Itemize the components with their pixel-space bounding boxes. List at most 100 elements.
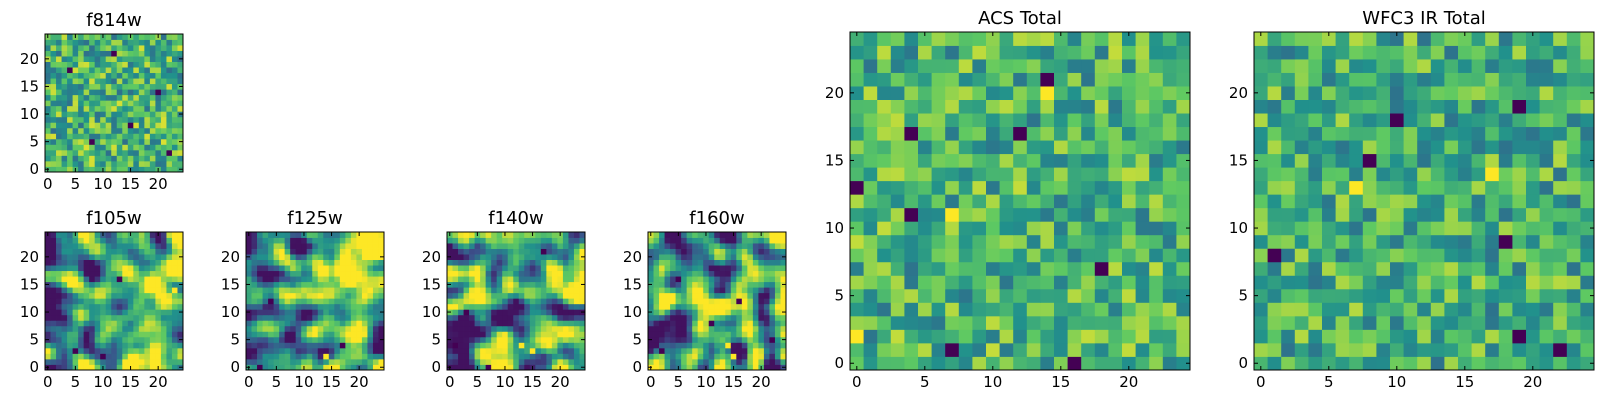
heatmap-cell — [452, 320, 459, 327]
heatmap-cell — [367, 353, 374, 360]
heatmap-cell — [1553, 180, 1568, 195]
heatmap-cell — [100, 292, 107, 299]
heatmap-cell — [1390, 248, 1404, 263]
heatmap-cell — [177, 149, 184, 156]
heatmap-cell — [138, 111, 145, 118]
heatmap-cell — [301, 254, 308, 260]
heatmap-cell — [1122, 126, 1136, 141]
heatmap-cell — [50, 232, 57, 238]
heatmap-cell — [877, 140, 892, 155]
heatmap-cell — [1553, 153, 1568, 168]
heatmap-cell — [61, 276, 68, 283]
heatmap-cell — [334, 331, 341, 338]
heatmap-cell — [945, 45, 960, 60]
heatmap-cell — [61, 342, 68, 349]
heatmap-cell — [1458, 342, 1472, 357]
heatmap-cell — [1294, 302, 1309, 317]
heatmap-cell — [918, 45, 932, 60]
heatmap-cell — [160, 144, 167, 151]
heatmap-cell — [1444, 221, 1459, 236]
heatmap-cell — [111, 89, 118, 96]
heatmap-cell — [295, 259, 302, 266]
heatmap-cell — [144, 331, 151, 338]
heatmap-cell — [529, 237, 536, 244]
heatmap-cell — [1054, 140, 1068, 155]
heatmap-cell — [1162, 86, 1177, 100]
heatmap-cell — [1485, 45, 1500, 60]
heatmap-cell — [61, 237, 68, 244]
heatmap-cell — [931, 140, 946, 155]
heatmap-cell — [1553, 32, 1568, 46]
panel-title: ACS Total — [978, 8, 1062, 29]
heatmap-cell — [45, 67, 51, 74]
heatmap-cell — [708, 265, 715, 272]
heatmap-cell — [122, 100, 129, 107]
heatmap-cell — [89, 254, 96, 260]
heatmap-cell — [1281, 288, 1296, 303]
heatmap-cell — [692, 243, 699, 249]
heatmap-cell — [111, 237, 118, 244]
heatmap-cell — [1349, 59, 1364, 73]
heatmap-cell — [127, 111, 134, 118]
heatmap-cell — [1335, 126, 1350, 141]
heatmap-cell — [372, 287, 379, 294]
heatmap-cell — [1390, 72, 1404, 87]
heatmap-cell — [56, 353, 62, 360]
heatmap-cell — [741, 254, 748, 260]
heatmap-cell — [273, 347, 280, 354]
heatmap-cell — [747, 347, 754, 354]
heatmap-cell — [251, 303, 258, 310]
heatmap-cell — [496, 281, 503, 288]
heatmap-cell — [372, 303, 379, 310]
heatmap-cell — [1498, 32, 1513, 46]
heatmap-cell — [122, 347, 129, 354]
heatmap-cell — [149, 116, 156, 123]
heatmap-cell — [378, 259, 385, 266]
heatmap-cell — [100, 347, 107, 354]
heatmap-cell — [863, 329, 878, 344]
heatmap-cell — [1308, 261, 1323, 276]
heatmap-cell — [546, 248, 553, 255]
heatmap-cell — [1512, 221, 1527, 236]
heatmap-cell — [127, 259, 134, 266]
heatmap-cell — [257, 320, 263, 327]
heatmap-cell — [166, 309, 173, 316]
heatmap-cell — [1013, 234, 1028, 249]
heatmap-cell — [496, 358, 503, 365]
heatmap-cell — [1308, 329, 1323, 344]
heatmap-cell — [863, 113, 878, 128]
heatmap-cell — [155, 331, 162, 338]
heatmap-cell — [78, 67, 85, 74]
heatmap-cell — [317, 309, 324, 316]
heatmap-cell — [149, 61, 156, 68]
heatmap-cell — [111, 116, 118, 123]
heatmap-cell — [1376, 32, 1391, 46]
heatmap-cell — [334, 232, 341, 238]
heatmap-cell — [1566, 72, 1581, 87]
heatmap-cell — [144, 166, 151, 173]
heatmap-cell — [714, 287, 721, 294]
y-tick-label: 5 — [29, 133, 39, 151]
heatmap-cell — [306, 347, 313, 354]
heatmap-cell — [50, 237, 57, 244]
heatmap-cell — [61, 243, 68, 249]
heatmap-cell — [491, 270, 498, 277]
heatmap-cell — [56, 237, 62, 244]
heatmap-cell — [1580, 194, 1595, 209]
heatmap-cell — [72, 243, 79, 249]
heatmap-cell — [72, 287, 79, 294]
heatmap-cell — [1254, 72, 1268, 87]
heatmap-cell — [72, 133, 79, 140]
heatmap-cell — [160, 160, 167, 167]
heatmap-cell — [518, 276, 525, 283]
heatmap-cell — [653, 358, 660, 365]
heatmap-cell — [741, 298, 748, 305]
heatmap-cell — [144, 56, 151, 62]
heatmap-cell — [72, 105, 79, 112]
heatmap-cell — [653, 259, 660, 266]
heatmap-cell — [747, 243, 754, 249]
heatmap-cell — [144, 342, 151, 349]
heatmap-cell — [452, 314, 459, 321]
heatmap-cell — [367, 243, 374, 249]
heatmap-cell — [697, 298, 704, 305]
